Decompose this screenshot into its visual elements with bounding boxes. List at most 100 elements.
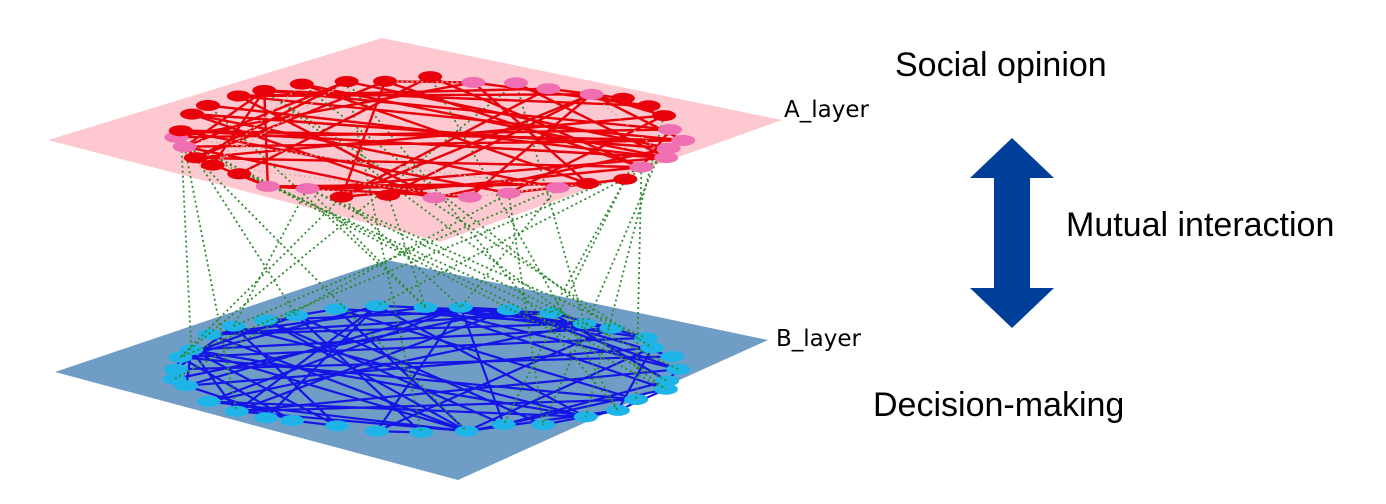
interlayer-edge — [263, 89, 667, 390]
interlayer-edge — [173, 192, 510, 380]
a-layer-node — [227, 168, 252, 180]
interlayer-edge — [340, 196, 462, 308]
a-layer-node — [255, 180, 280, 192]
a-layer-faint-edge — [212, 164, 470, 198]
b-layer-edge — [265, 319, 468, 433]
interlayer-edge — [176, 136, 668, 382]
b-layer-edge — [186, 306, 462, 387]
b-layer-node — [409, 427, 434, 438]
a-layer-node — [652, 110, 676, 122]
a-layer-node — [579, 88, 604, 100]
a-layer-edge — [191, 112, 558, 189]
interlayer-edge — [515, 82, 586, 324]
b-layer-edge — [180, 356, 637, 401]
b-layer-edge — [190, 348, 468, 433]
a-layer-node — [461, 76, 486, 88]
b-layer-node — [365, 300, 389, 312]
a-layer-node — [575, 178, 600, 189]
a-layer-node — [289, 78, 314, 90]
b-layer-edge — [191, 327, 612, 351]
a-layer-node — [180, 108, 205, 120]
a-layer-edge — [211, 89, 266, 166]
a-layer-node — [196, 99, 220, 111]
a-layer-node — [629, 161, 654, 173]
a-layer-node — [613, 173, 638, 185]
interlayer-edge — [179, 130, 193, 350]
b-layer-edge — [376, 327, 612, 433]
social-opinion-caption: Social opinion — [895, 46, 1107, 84]
b-layer-label: B_layer — [776, 326, 861, 352]
interlayer-edge — [550, 178, 627, 314]
a-layer-node — [504, 77, 528, 89]
b-layer-edge — [236, 368, 679, 413]
a-layer-node — [183, 152, 208, 164]
a-layer-node — [168, 125, 193, 137]
a-layer-edge — [176, 81, 474, 139]
a-layer-node — [334, 76, 359, 87]
a-layer-edge — [515, 81, 667, 159]
interlayer-edge — [307, 187, 679, 371]
a-layer-faint-edge — [212, 83, 303, 166]
a-layer-edges — [175, 75, 684, 199]
b-layer-edge — [209, 333, 468, 433]
b-layer-edge — [190, 348, 338, 427]
b-layer-node — [660, 351, 685, 362]
double-arrow-icon — [970, 138, 1054, 328]
a-layer-faint-edge — [212, 80, 348, 166]
a-layer-edge — [591, 93, 665, 117]
a-layer-edge — [207, 104, 667, 159]
a-layer-node — [252, 85, 277, 96]
a-layer-node — [226, 90, 251, 102]
b-layer-edge — [295, 314, 423, 434]
a-layer-node — [422, 192, 447, 204]
b-layer-edge — [191, 348, 586, 418]
a-layer-node — [295, 183, 320, 195]
interlayer-edge — [179, 82, 517, 358]
interlayer-edge — [232, 188, 309, 327]
b-layer-node — [164, 363, 189, 375]
interlayer-edge — [195, 157, 468, 432]
b-layer-node — [324, 303, 349, 315]
b-layer-node — [198, 328, 222, 340]
b-layer-node — [364, 425, 389, 437]
b-layer-node — [454, 425, 479, 437]
b-layer-edge — [232, 325, 338, 427]
a-layer-node — [658, 124, 683, 136]
a-layer-node — [545, 182, 570, 194]
b-layer-edge — [466, 346, 653, 433]
b-layer-edge — [508, 308, 679, 371]
a-layer-node — [496, 187, 521, 199]
decision-making-caption: Decision-making — [873, 386, 1125, 424]
b-layer-edge — [296, 314, 544, 426]
a-layer-node — [656, 142, 681, 154]
a-layer-edge — [264, 89, 671, 131]
b-layer-node — [325, 420, 350, 432]
b-layer-node — [253, 314, 278, 326]
b-layer-edge — [336, 307, 637, 401]
a-layer-node — [373, 75, 398, 87]
b-layer-node — [599, 322, 624, 334]
a-layer-node — [610, 92, 635, 104]
mutual-interaction-caption: Mutual interaction — [1066, 206, 1335, 244]
a-layer-node — [172, 141, 197, 153]
interlayer-edge — [635, 167, 643, 400]
interlayer-edge — [376, 156, 667, 307]
b-layer-edge — [208, 306, 462, 403]
interlayer-edge — [507, 192, 545, 425]
a-layer-node — [329, 191, 354, 203]
a-layer-node — [671, 134, 696, 146]
a-layer-edge — [176, 128, 671, 139]
b-layer-node — [280, 415, 305, 426]
a-layer-nodes — [164, 71, 696, 204]
interlayer-edge — [195, 157, 298, 317]
a-layer-faint-edge — [176, 136, 558, 189]
b-layer-edge — [551, 311, 647, 339]
a-layer-edge — [263, 90, 269, 187]
b-layer-edge — [190, 349, 238, 412]
a-layer-faint-edge — [591, 93, 667, 159]
b-layer-node — [496, 304, 521, 316]
a-layer-edge — [640, 128, 672, 168]
a-layer-plane — [48, 38, 782, 242]
b-layer-edge — [503, 379, 668, 426]
